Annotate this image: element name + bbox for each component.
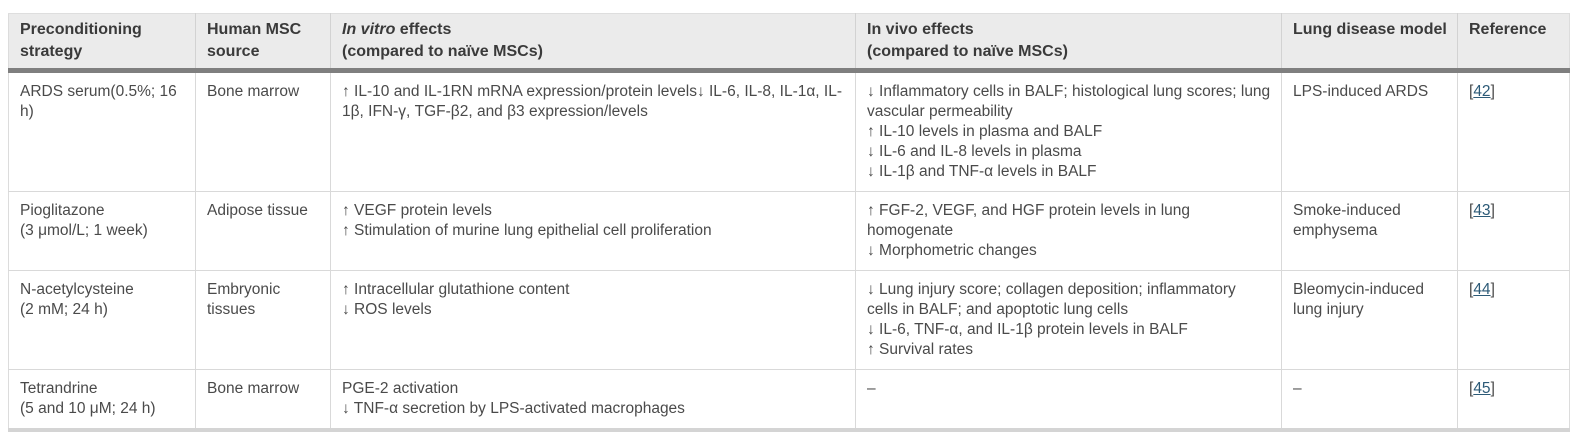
ref-bracket-open: [ [1469,380,1474,397]
col-header-in-vivo-effects: In vivo effects (compared to naïve MSCs) [855,13,1282,73]
table-row-ards-serum: ARDS serum(0.5%; 16 h) Bone marrow ↑ IL-… [8,70,1570,192]
reference-link-43[interactable]: 43 [1473,202,1491,219]
cell-reference: [42] [1457,70,1570,192]
cell-reference: [45] [1457,369,1570,430]
cell-strategy: N-acetylcysteine (2 mM; 24 h) [8,270,196,370]
cell-lung-disease-model: – [1281,369,1458,430]
cell-source: Bone marrow [195,70,331,192]
col-header-human-msc-source: Human MSC source [195,13,331,73]
cell-source: Embryonic tissues [195,270,331,370]
cell-in-vitro-effects: ↑ IL-10 and IL-1RN mRNA expression/prote… [330,70,856,192]
cell-reference: [44] [1457,270,1570,370]
preconditioning-strategies-table: Preconditioning strategy Human MSC sourc… [8,13,1570,432]
cell-in-vivo-effects: – [855,369,1282,430]
table-row-tetrandrine: Tetrandrine (5 and 10 μM; 24 h) Bone mar… [8,369,1570,430]
reference-link-45[interactable]: 45 [1473,380,1491,397]
cell-in-vitro-effects: ↑ VEGF protein levels ↑ Stimulation of m… [330,191,856,271]
reference-link-44[interactable]: 44 [1473,281,1491,298]
cell-lung-disease-model: Bleomycin-induced lung injury [1281,270,1458,370]
col-header-lung-disease-model: Lung disease model [1281,13,1458,73]
cell-in-vivo-effects: ↑ FGF-2, VEGF, and HGF protein levels in… [855,191,1282,271]
col-header-preconditioning-strategy: Preconditioning strategy [8,13,196,73]
reference-link-42[interactable]: 42 [1473,83,1491,100]
cell-strategy: Pioglitazone (3 μmol/L; 1 week) [8,191,196,271]
col-header-reference: Reference [1457,13,1570,73]
cell-in-vitro-effects: ↑ Intracellular glutathione content ↓ RO… [330,270,856,370]
in-vitro-rest-label: effects (compared to naïve MSCs) [342,21,543,60]
cell-in-vitro-effects: PGE-2 activation ↓ TNF-α secretion by LP… [330,369,856,430]
header-row: Preconditioning strategy Human MSC sourc… [8,13,1570,73]
cell-in-vivo-effects: ↓ Lung injury score; collagen deposition… [855,270,1282,370]
ref-bracket-open: [ [1469,202,1474,219]
ref-bracket-close: ] [1490,202,1495,219]
ref-bracket-close: ] [1490,83,1495,100]
cell-lung-disease-model: Smoke-induced emphysema [1281,191,1458,271]
cell-source: Bone marrow [195,369,331,430]
table-body: ARDS serum(0.5%; 16 h) Bone marrow ↑ IL-… [8,70,1570,430]
cell-source: Adipose tissue [195,191,331,271]
cell-reference: [43] [1457,191,1570,271]
in-vitro-italic-label: In vitro [342,21,396,38]
cell-strategy: Tetrandrine (5 and 10 μM; 24 h) [8,369,196,430]
cell-in-vivo-effects: ↓ Inflammatory cells in BALF; histologic… [855,70,1282,192]
ref-bracket-close: ] [1490,380,1495,397]
col-header-in-vitro-effects: In vitro effects (compared to naïve MSCs… [330,13,856,73]
table-header: Preconditioning strategy Human MSC sourc… [8,13,1570,73]
ref-bracket-open: [ [1469,281,1474,298]
cell-strategy: ARDS serum(0.5%; 16 h) [8,70,196,192]
ref-bracket-open: [ [1469,83,1474,100]
ref-bracket-close: ] [1490,281,1495,298]
table-row-n-acetylcysteine: N-acetylcysteine (2 mM; 24 h) Embryonic … [8,270,1570,370]
cell-lung-disease-model: LPS-induced ARDS [1281,70,1458,192]
table-row-pioglitazone: Pioglitazone (3 μmol/L; 1 week) Adipose … [8,191,1570,271]
